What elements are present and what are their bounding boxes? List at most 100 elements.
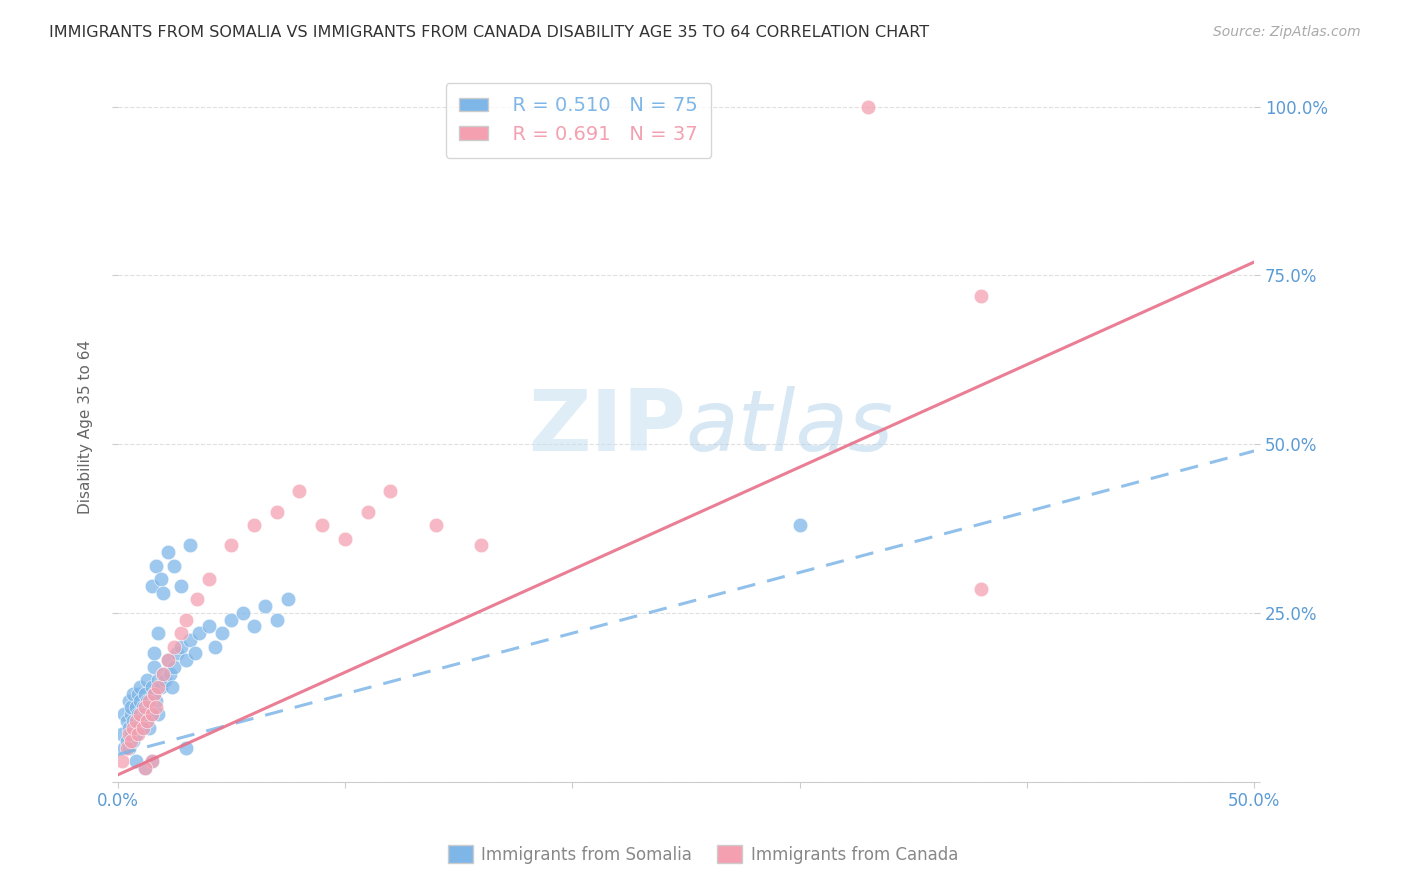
Point	[174, 740, 197, 755]
Point	[152, 585, 174, 599]
Point	[141, 680, 163, 694]
Point	[232, 606, 254, 620]
Point	[219, 538, 242, 552]
Point	[219, 613, 242, 627]
Point	[127, 707, 149, 722]
Point	[145, 700, 167, 714]
Point	[163, 660, 186, 674]
Point	[136, 673, 159, 688]
Point	[856, 100, 879, 114]
Point	[174, 613, 197, 627]
Point	[148, 673, 170, 688]
Point	[142, 687, 165, 701]
Point	[166, 647, 188, 661]
Legend: Immigrants from Somalia, Immigrants from Canada: Immigrants from Somalia, Immigrants from…	[441, 838, 965, 871]
Y-axis label: Disability Age 35 to 64: Disability Age 35 to 64	[79, 340, 93, 515]
Point	[115, 740, 138, 755]
Point	[145, 694, 167, 708]
Point	[288, 484, 311, 499]
Point	[122, 687, 145, 701]
Point	[159, 666, 181, 681]
Point	[243, 619, 266, 633]
Point	[204, 640, 226, 654]
Point	[380, 484, 402, 499]
Point	[277, 592, 299, 607]
Point	[125, 700, 148, 714]
Point	[148, 626, 170, 640]
Point	[127, 727, 149, 741]
Point	[149, 572, 172, 586]
Point	[131, 721, 153, 735]
Point	[125, 714, 148, 728]
Point	[122, 734, 145, 748]
Point	[184, 647, 207, 661]
Point	[138, 694, 160, 708]
Point	[970, 289, 993, 303]
Point	[170, 640, 193, 654]
Text: Source: ZipAtlas.com: Source: ZipAtlas.com	[1213, 25, 1361, 39]
Point	[138, 721, 160, 735]
Point	[120, 700, 142, 714]
Point	[111, 755, 134, 769]
Point	[134, 761, 156, 775]
Point	[152, 666, 174, 681]
Point	[122, 721, 145, 735]
Point	[142, 647, 165, 661]
Point	[125, 755, 148, 769]
Point	[118, 721, 141, 735]
Point	[163, 640, 186, 654]
Point	[789, 518, 811, 533]
Point	[186, 592, 208, 607]
Point	[134, 687, 156, 701]
Point	[170, 579, 193, 593]
Point	[129, 714, 152, 728]
Point	[111, 727, 134, 741]
Point	[118, 727, 141, 741]
Point	[141, 755, 163, 769]
Point	[170, 626, 193, 640]
Point	[333, 532, 356, 546]
Point	[136, 694, 159, 708]
Point	[160, 680, 183, 694]
Point	[129, 707, 152, 722]
Point	[197, 572, 219, 586]
Point	[120, 707, 142, 722]
Point	[134, 700, 156, 714]
Point	[118, 740, 141, 755]
Point	[470, 538, 492, 552]
Point	[134, 707, 156, 722]
Point	[179, 632, 201, 647]
Point	[179, 538, 201, 552]
Point	[243, 518, 266, 533]
Point	[115, 734, 138, 748]
Point	[141, 707, 163, 722]
Text: ZIP: ZIP	[529, 386, 686, 469]
Point	[141, 579, 163, 593]
Point	[425, 518, 447, 533]
Point	[211, 626, 233, 640]
Point	[155, 673, 177, 688]
Point	[156, 545, 179, 559]
Point	[142, 660, 165, 674]
Point	[254, 599, 277, 614]
Text: atlas: atlas	[686, 386, 894, 469]
Point	[125, 721, 148, 735]
Point	[311, 518, 333, 533]
Point	[129, 694, 152, 708]
Point	[141, 707, 163, 722]
Point	[266, 613, 288, 627]
Point	[142, 687, 165, 701]
Point	[125, 727, 148, 741]
Point	[970, 582, 993, 597]
Point	[149, 680, 172, 694]
Text: IMMIGRANTS FROM SOMALIA VS IMMIGRANTS FROM CANADA DISABILITY AGE 35 TO 64 CORREL: IMMIGRANTS FROM SOMALIA VS IMMIGRANTS FR…	[49, 25, 929, 40]
Point	[112, 740, 135, 755]
Point	[127, 721, 149, 735]
Point	[115, 714, 138, 728]
Point	[266, 505, 288, 519]
Point	[131, 721, 153, 735]
Point	[134, 761, 156, 775]
Point	[145, 558, 167, 573]
Point	[120, 727, 142, 741]
Point	[122, 714, 145, 728]
